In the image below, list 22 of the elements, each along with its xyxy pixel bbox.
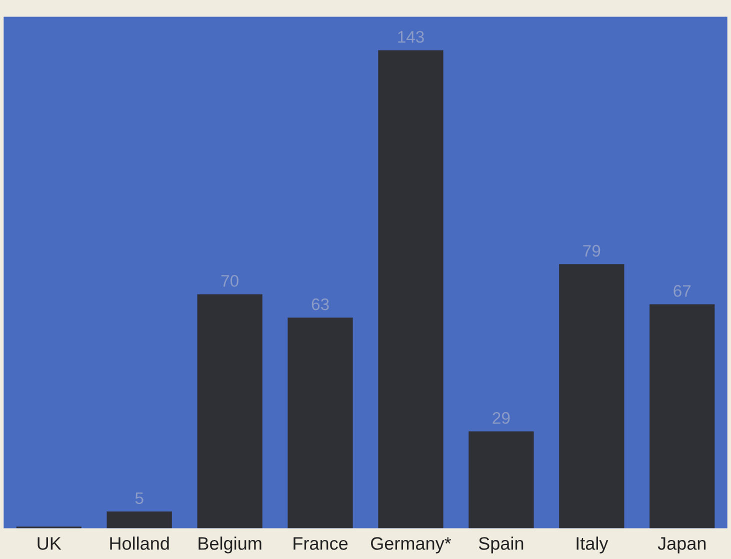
x-tick-label: Belgium — [198, 536, 262, 554]
data-label: 63 — [312, 298, 329, 310]
x-tick-label: Germany* — [371, 537, 452, 554]
data-label: 79 — [583, 244, 600, 257]
data-label: 5 — [135, 492, 144, 504]
data-label: 29 — [492, 412, 510, 424]
bar — [106, 512, 172, 528]
x-tick-label: Japan — [658, 537, 706, 554]
x-tick-label: Italy — [576, 536, 608, 554]
x-tick-label: France — [294, 537, 348, 550]
bar — [468, 431, 534, 528]
x-tick-label: UK — [38, 537, 62, 550]
bar — [650, 304, 715, 528]
bar — [288, 318, 353, 528]
bar — [197, 294, 262, 528]
x-tick-label: Holland — [110, 536, 169, 550]
data-label: 70 — [221, 274, 238, 287]
bar — [378, 50, 444, 528]
data-label: 143 — [398, 30, 424, 43]
bar — [559, 264, 624, 528]
data-label: 67 — [674, 285, 691, 297]
x-tick-label: Spain — [478, 536, 524, 554]
